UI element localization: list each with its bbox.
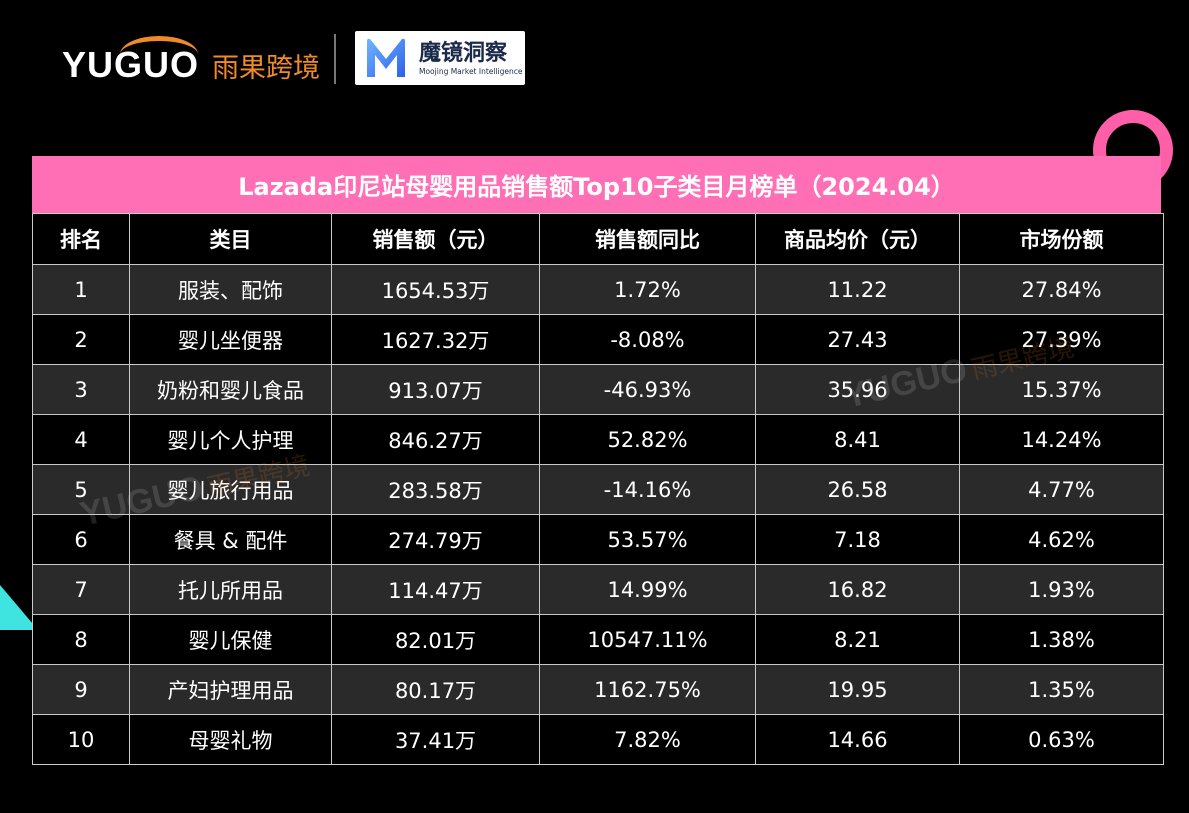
- table-title: Lazada印尼站母婴用品销售额Top10子类目月榜单（2024.04）: [238, 173, 955, 201]
- mojing-chinese-name: 魔镜洞察: [419, 41, 508, 66]
- header-row: 排名 类目 销售额（元） 销售额同比 商品均价（元） 市场份额: [32, 213, 1164, 265]
- cell-sales-yoy: -8.08%: [539, 314, 756, 365]
- cell-sales-yoy: 52.82%: [539, 414, 756, 465]
- col-header-sales-yoy: 销售额同比: [539, 213, 756, 265]
- cell-avg-price: 35.96: [755, 364, 960, 415]
- cell-category: 婴儿坐便器: [129, 314, 332, 365]
- cyan-triangle-decoration: [0, 585, 38, 630]
- cell-sales-yoy: 7.82%: [539, 714, 756, 765]
- mojing-m-icon: [367, 38, 405, 77]
- cell-rank: 1: [32, 264, 130, 315]
- cell-sales: 846.27万: [331, 414, 540, 465]
- cell-avg-price: 14.66: [755, 714, 960, 765]
- col-header-sales: 销售额（元）: [331, 213, 540, 265]
- cell-sales: 82.01万: [331, 614, 540, 665]
- cell-rank: 6: [32, 514, 130, 565]
- cell-avg-price: 26.58: [755, 464, 960, 515]
- cell-sales-yoy: 14.99%: [539, 564, 756, 615]
- cell-rank: 5: [32, 464, 130, 515]
- table-row: 5 婴儿旅行用品 283.58万 -14.16% 26.58 4.77%: [32, 464, 1164, 515]
- cell-sales-yoy: 10547.11%: [539, 614, 756, 665]
- cell-category: 婴儿个人护理: [129, 414, 332, 465]
- mojing-english-name: Moojing Market Intelligence: [419, 67, 523, 76]
- cell-rank: 2: [32, 314, 130, 365]
- cell-market-share: 1.35%: [959, 664, 1164, 715]
- cell-market-share: 27.39%: [959, 314, 1164, 365]
- cell-sales-yoy: -14.16%: [539, 464, 756, 515]
- cell-avg-price: 8.41: [755, 414, 960, 465]
- yuguo-chinese-name: 雨果跨境: [212, 53, 320, 84]
- table-row: 4 婴儿个人护理 846.27万 52.82% 8.41 14.24%: [32, 414, 1164, 465]
- cell-sales: 1627.32万: [331, 314, 540, 365]
- cell-avg-price: 19.95: [755, 664, 960, 715]
- cell-sales: 80.17万: [331, 664, 540, 715]
- cell-category: 餐具 & 配件: [129, 514, 332, 565]
- col-header-rank: 排名: [32, 213, 130, 265]
- col-header-avg-price: 商品均价（元）: [755, 213, 960, 265]
- cell-rank: 7: [32, 564, 130, 615]
- cell-sales: 114.47万: [331, 564, 540, 615]
- cell-sales: 274.79万: [331, 514, 540, 565]
- cell-category: 产妇护理用品: [129, 664, 332, 715]
- cell-avg-price: 7.18: [755, 514, 960, 565]
- cell-market-share: 1.38%: [959, 614, 1164, 665]
- col-header-category: 类目: [129, 213, 332, 265]
- yuguo-wordmark: YUGUO: [62, 44, 200, 85]
- cell-sales: 1654.53万: [331, 264, 540, 315]
- cell-avg-price: 8.21: [755, 614, 960, 665]
- table-title-bar: Lazada印尼站母婴用品销售额Top10子类目月榜单（2024.04）: [32, 156, 1161, 213]
- cell-market-share: 4.62%: [959, 514, 1164, 565]
- cell-market-share: 15.37%: [959, 364, 1164, 415]
- cell-category: 婴儿旅行用品: [129, 464, 332, 515]
- cell-sales-yoy: 1162.75%: [539, 664, 756, 715]
- cell-market-share: 27.84%: [959, 264, 1164, 315]
- cell-market-share: 0.63%: [959, 714, 1164, 765]
- cell-sales: 913.07万: [331, 364, 540, 415]
- cell-market-share: 1.93%: [959, 564, 1164, 615]
- cell-rank: 4: [32, 414, 130, 465]
- col-header-market-share: 市场份额: [959, 213, 1164, 265]
- yuguo-arc-icon: [120, 36, 198, 73]
- ranking-table: 排名 类目 销售额（元） 销售额同比 商品均价（元） 市场份额 1 服装、配饰 16…: [32, 213, 1164, 765]
- cell-category: 奶粉和婴儿食品: [129, 364, 332, 415]
- cell-sales-yoy: 53.57%: [539, 514, 756, 565]
- logo-divider: [334, 34, 336, 84]
- table-row: 6 餐具 & 配件 274.79万 53.57% 7.18 4.62%: [32, 514, 1164, 565]
- mojing-logo: 魔镜洞察 Moojing Market Intelligence: [355, 31, 525, 85]
- cell-rank: 9: [32, 664, 130, 715]
- cell-category: 婴儿保健: [129, 614, 332, 665]
- table-row: 9 产妇护理用品 80.17万 1162.75% 19.95 1.35%: [32, 664, 1164, 715]
- cell-sales-yoy: 1.72%: [539, 264, 756, 315]
- cell-category: 母婴礼物: [129, 714, 332, 765]
- cell-rank: 10: [32, 714, 130, 765]
- cell-avg-price: 11.22: [755, 264, 960, 315]
- cell-market-share: 14.24%: [959, 414, 1164, 465]
- table-row: 10 母婴礼物 37.41万 7.82% 14.66 0.63%: [32, 714, 1164, 765]
- cell-rank: 8: [32, 614, 130, 665]
- cell-market-share: 4.77%: [959, 464, 1164, 515]
- table-row: 2 婴儿坐便器 1627.32万 -8.08% 27.43 27.39%: [32, 314, 1164, 365]
- cell-sales-yoy: -46.93%: [539, 364, 756, 415]
- cell-category: 托儿所用品: [129, 564, 332, 615]
- table-row: 8 婴儿保健 82.01万 10547.11% 8.21 1.38%: [32, 614, 1164, 665]
- table-row: 7 托儿所用品 114.47万 14.99% 16.82 1.93%: [32, 564, 1164, 615]
- cell-category: 服装、配饰: [129, 264, 332, 315]
- table-row: 3 奶粉和婴儿食品 913.07万 -46.93% 35.96 15.37%: [32, 364, 1164, 415]
- cell-avg-price: 27.43: [755, 314, 960, 365]
- cell-sales: 283.58万: [331, 464, 540, 515]
- cell-rank: 3: [32, 364, 130, 415]
- cell-avg-price: 16.82: [755, 564, 960, 615]
- table-row: 1 服装、配饰 1654.53万 1.72% 11.22 27.84%: [32, 264, 1164, 315]
- cell-sales: 37.41万: [331, 714, 540, 765]
